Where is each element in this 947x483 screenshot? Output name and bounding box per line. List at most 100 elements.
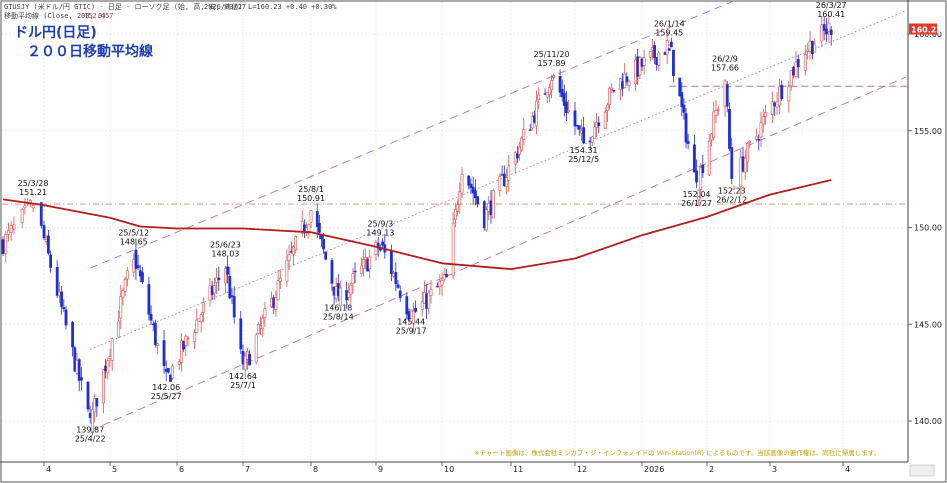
candle-body <box>20 208 24 223</box>
candle-body <box>550 79 553 90</box>
footer-note: ※チャート画像は、株式会社ミンカブ・ジ・インフォノイドの Win-Station… <box>474 448 880 457</box>
candle-body <box>682 104 686 113</box>
candle-body <box>389 251 393 275</box>
candle-body <box>394 272 398 284</box>
candle-body <box>414 308 418 312</box>
candle-body <box>759 122 763 138</box>
candle-body <box>239 318 243 350</box>
candle-body <box>149 313 153 321</box>
candle-body <box>338 287 342 307</box>
anchor-value-label: 152.04 <box>683 190 711 199</box>
candle-body <box>156 343 159 346</box>
y-tick-label: 145.00 <box>914 320 942 329</box>
candle-body <box>770 101 774 116</box>
candle-body <box>392 273 396 277</box>
candle-body <box>460 174 464 194</box>
candle-body <box>436 285 440 288</box>
candle-body <box>171 365 175 379</box>
anchor-date-label: 26/2/12 <box>716 195 747 204</box>
candle-body <box>520 137 524 151</box>
candle-body <box>374 241 378 255</box>
y-tick-label: 140.00 <box>914 417 942 426</box>
candle-body <box>562 92 566 106</box>
candle-body <box>489 200 493 216</box>
candle-body <box>102 369 105 404</box>
candle-body <box>23 205 27 209</box>
candle-body <box>55 266 59 296</box>
candle-body <box>60 291 64 307</box>
candle-body <box>245 351 249 360</box>
candle-body <box>378 248 382 251</box>
candle-body <box>567 110 571 112</box>
candle-body <box>723 80 727 107</box>
candle-body <box>806 49 810 52</box>
candle-body <box>680 92 684 108</box>
candle-body <box>349 284 353 295</box>
candle-body <box>642 57 646 66</box>
x-tick-label: 5 <box>112 465 117 474</box>
candle-body <box>810 41 814 55</box>
current-price-badge: 160.23 <box>909 23 942 35</box>
candle-body <box>46 235 50 254</box>
scroll-corner <box>909 464 935 477</box>
candle-body <box>507 165 511 181</box>
candle-body <box>789 70 793 87</box>
candle-body <box>134 249 138 269</box>
candle-body <box>684 113 688 143</box>
candle-body <box>315 211 319 228</box>
grid-layer <box>2 2 908 462</box>
candle-body <box>411 310 415 324</box>
candle-body <box>420 301 424 310</box>
anchor-value-label: 152.23 <box>718 186 746 195</box>
candle-body <box>4 234 8 254</box>
candle-body <box>368 256 372 270</box>
anchor-date-label: 26/1/27 <box>681 199 712 208</box>
candle-body <box>215 277 219 283</box>
anchor-date-label: 25/6/23 <box>210 241 241 250</box>
candle-body <box>121 290 125 298</box>
candle-body <box>259 325 262 329</box>
candle-body <box>289 251 293 253</box>
candle-body <box>106 360 110 374</box>
candle-body <box>254 334 258 363</box>
candle-body <box>294 236 298 251</box>
anchor-value-label: 142.06 <box>152 383 180 392</box>
candle-body <box>775 101 779 108</box>
candle-body <box>276 280 280 301</box>
candle-body <box>537 94 541 101</box>
candle-body <box>422 291 426 304</box>
candle-body <box>743 158 747 173</box>
candle-body <box>458 191 462 205</box>
candle-body <box>820 24 824 42</box>
candle-body <box>701 164 705 174</box>
candle-body <box>364 257 367 260</box>
candle-body <box>513 152 517 165</box>
candle-body <box>761 116 765 125</box>
candle-body <box>451 222 455 277</box>
candle-body <box>177 361 181 366</box>
candle-body <box>270 298 273 308</box>
candle-body <box>792 66 795 76</box>
x-tick-label: 8 <box>313 465 318 474</box>
anchor-date-label: 25/8/14 <box>323 312 354 321</box>
candle-body <box>217 277 221 281</box>
candle-body <box>755 135 758 140</box>
candle-body <box>608 87 611 105</box>
chart-subtitle: ２００日移動平均線 <box>27 43 153 60</box>
current-price-text: 160.23 <box>911 26 942 35</box>
candle-body <box>699 167 703 190</box>
anchor-date-label: 25/9/3 <box>368 219 394 228</box>
y-tick-label: 155.00 <box>914 127 942 136</box>
candle-body <box>473 190 477 199</box>
candle-body <box>808 41 812 52</box>
x-tick-label: 2 <box>709 465 714 474</box>
candle-body <box>248 354 251 366</box>
candle-body <box>796 59 800 68</box>
header-date: 2026/03/27 <box>204 3 246 11</box>
candle-body <box>778 86 781 106</box>
x-tick-label: 2026 <box>644 465 664 474</box>
candle-body <box>528 129 532 131</box>
anchor-date-label: 26/2/9 <box>712 54 738 63</box>
anchor-value-label: 139.87 <box>76 426 104 435</box>
